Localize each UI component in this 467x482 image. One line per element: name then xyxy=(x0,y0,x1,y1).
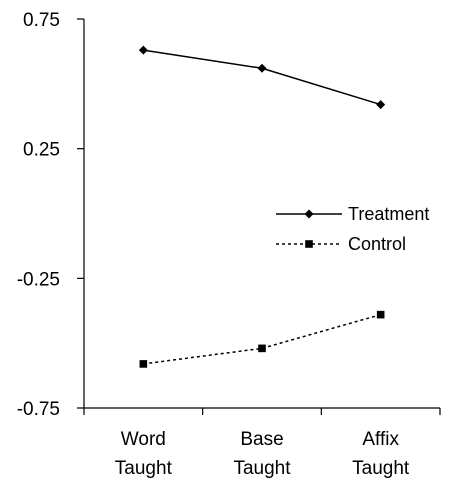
x-axis: Word Taught Base Taught Affix Taught xyxy=(83,407,441,479)
legend: Treatment Control xyxy=(276,204,429,254)
series-layer xyxy=(138,45,386,368)
x-tick-label: Base xyxy=(240,429,283,450)
legend-label: Treatment xyxy=(348,204,429,224)
data-point xyxy=(376,310,385,319)
y-tick-label: -0.75 xyxy=(17,399,60,420)
legend-label: Control xyxy=(348,234,406,254)
x-tick-label: Word xyxy=(121,429,166,450)
x-tick-label: Taught xyxy=(115,458,173,479)
data-point xyxy=(258,344,266,353)
x-tick-label: Taught xyxy=(352,458,410,479)
series-line xyxy=(143,49,381,106)
data-point xyxy=(139,360,148,368)
series-line xyxy=(143,313,381,365)
data-point xyxy=(138,45,148,55)
x-tick-label: Taught xyxy=(233,458,291,479)
y-axis: 0.75 0.25 -0.25 -0.75 xyxy=(17,10,85,420)
series-control xyxy=(139,310,385,368)
legend-item-control: Control xyxy=(276,234,406,254)
y-tick-label: 0.25 xyxy=(23,140,60,161)
x-tick-label: Affix xyxy=(362,429,399,450)
y-tick-label: -0.25 xyxy=(17,269,60,290)
data-point xyxy=(257,63,267,73)
y-tick-label: 0.75 xyxy=(23,10,60,31)
legend-item-treatment: Treatment xyxy=(276,204,429,224)
legend-marker xyxy=(304,209,314,219)
series-treatment xyxy=(138,45,386,110)
legend-marker xyxy=(305,240,313,248)
data-point xyxy=(376,100,386,110)
